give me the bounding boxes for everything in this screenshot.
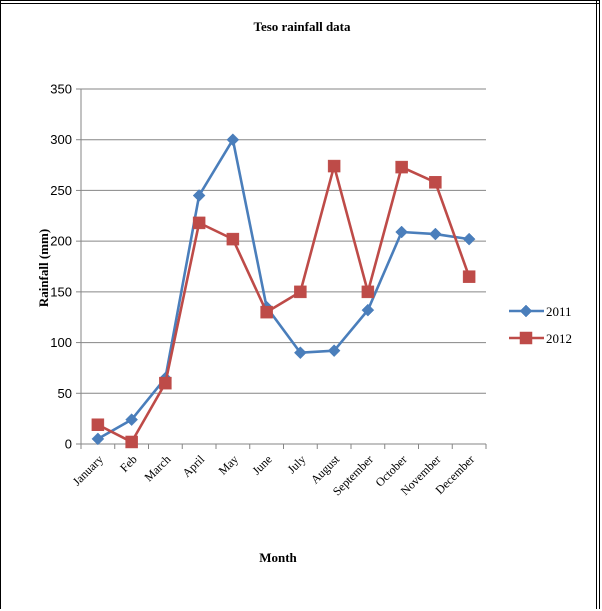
y-axis-label: Rainfall (mm) [36, 229, 51, 307]
diamond-marker [462, 232, 476, 246]
square-marker [91, 418, 105, 431]
diamond-marker [294, 346, 307, 360]
square-marker [260, 305, 273, 319]
x-category-label: July [284, 452, 308, 476]
square-marker [361, 285, 375, 299]
square-marker [159, 376, 172, 390]
series-group [91, 133, 476, 449]
diamond-marker [519, 304, 533, 318]
diamond-marker [429, 227, 442, 241]
diamond-marker [361, 303, 375, 317]
y-tick-label: 350 [50, 82, 72, 97]
square-marker [519, 331, 533, 345]
square-marker [429, 176, 442, 189]
series-2012 [91, 159, 476, 449]
series-2011 [91, 133, 476, 446]
diamond-marker [125, 413, 138, 427]
x-category-label: January [70, 452, 106, 488]
diamond-marker [327, 344, 341, 358]
y-tick-label: 50 [58, 386, 72, 401]
square-marker [462, 270, 476, 283]
x-category-label: March [141, 452, 173, 484]
square-marker [125, 435, 138, 449]
y-axis-ticks: 0 50 100 150 200 250 300 350 [50, 82, 81, 452]
square-marker [294, 285, 307, 299]
square-marker [327, 159, 341, 173]
x-category-label: Feb [117, 452, 140, 475]
legend-label: 2012 [546, 331, 572, 346]
chart-title: Teso rainfall data [253, 19, 351, 34]
frame-right-line [596, 1, 597, 609]
legend-label: 2011 [546, 304, 572, 319]
frame-top-line [1, 3, 599, 4]
x-category-label: June [249, 452, 274, 477]
x-axis-categories: January Feb March April May June July AugustSep… [70, 444, 487, 498]
y-tick-label: 300 [50, 132, 72, 147]
grid-lines [80, 88, 486, 445]
x-category-label: April [179, 452, 207, 480]
y-tick-label: 200 [50, 234, 72, 249]
series-line [97, 138, 470, 441]
square-marker [226, 232, 240, 246]
diamond-marker [395, 225, 408, 239]
square-marker [192, 216, 206, 230]
legend: 2011 2012 [509, 304, 572, 346]
diamond-marker [226, 133, 240, 147]
x-axis-label: Month [259, 550, 297, 565]
y-tick-label: 100 [50, 335, 72, 350]
series-line [97, 164, 471, 444]
y-tick-label: 150 [50, 284, 72, 299]
diamond-marker [192, 189, 206, 202]
y-tick-label: 250 [50, 183, 72, 198]
x-category-label: May [216, 452, 241, 477]
y-tick-label: 0 [65, 437, 72, 452]
diamond-marker [91, 432, 105, 446]
square-marker [395, 160, 408, 174]
